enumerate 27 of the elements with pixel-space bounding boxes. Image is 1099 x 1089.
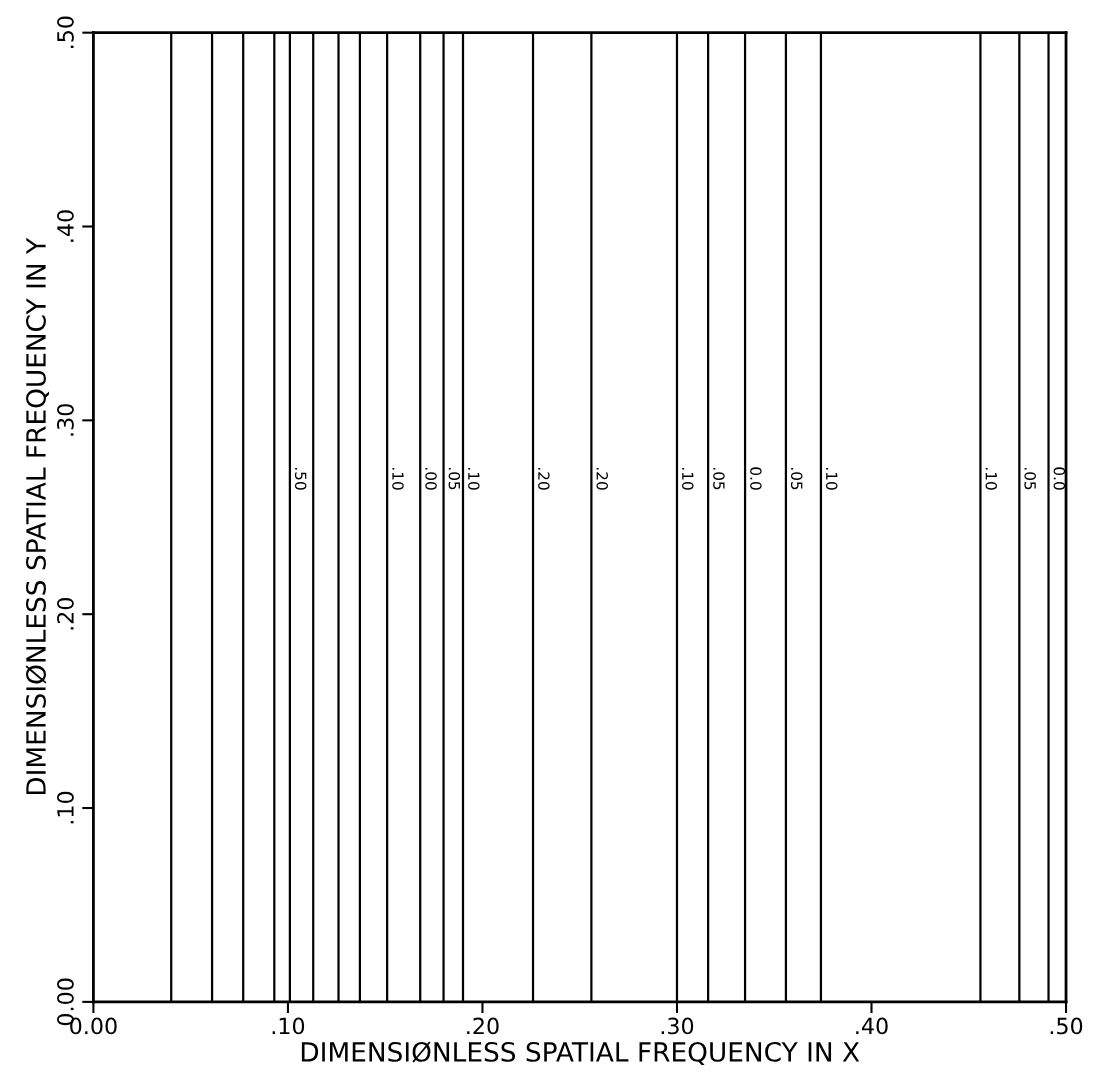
annotation: 0.0 (1053, 467, 1066, 490)
annotation: .20 (538, 467, 550, 490)
annotation: .00 (425, 467, 437, 490)
annotation: .05 (1024, 467, 1036, 490)
annotation: .50 (294, 467, 307, 490)
y-axis-title: DIMENSIØNLESS SPATIAL FREQUENCY IN Y (25, 237, 49, 795)
x-tick-label: .50 (1050, 1017, 1083, 1035)
annotation: .20 (596, 467, 608, 490)
x-tick-label: .10 (272, 1017, 305, 1035)
y-tick-label: .10 (57, 791, 74, 824)
x-tick-label: .40 (856, 1017, 888, 1035)
y-tick-label: .20 (57, 598, 74, 630)
annotation: .10 (825, 467, 838, 490)
annotation: .05 (448, 467, 461, 490)
x-axis-title: DIMENSIØNLESS SPATIAL FREQUENCY IN X (301, 1041, 860, 1065)
annotation: 0.0 (750, 467, 762, 490)
annotation: .05 (713, 467, 725, 490)
x-tick-label: .20 (467, 1017, 499, 1035)
annotation: .05 (790, 467, 803, 490)
y-tick-label: .50 (57, 16, 74, 48)
y-tick-label: .30 (57, 404, 74, 436)
x-tick-label: .30 (661, 1017, 694, 1035)
annotation: .10 (392, 467, 404, 490)
annotation: .10 (682, 467, 694, 490)
annotation: .10 (468, 467, 480, 490)
y-tick-label: .40 (57, 210, 74, 242)
annotation: .10 (985, 467, 998, 490)
